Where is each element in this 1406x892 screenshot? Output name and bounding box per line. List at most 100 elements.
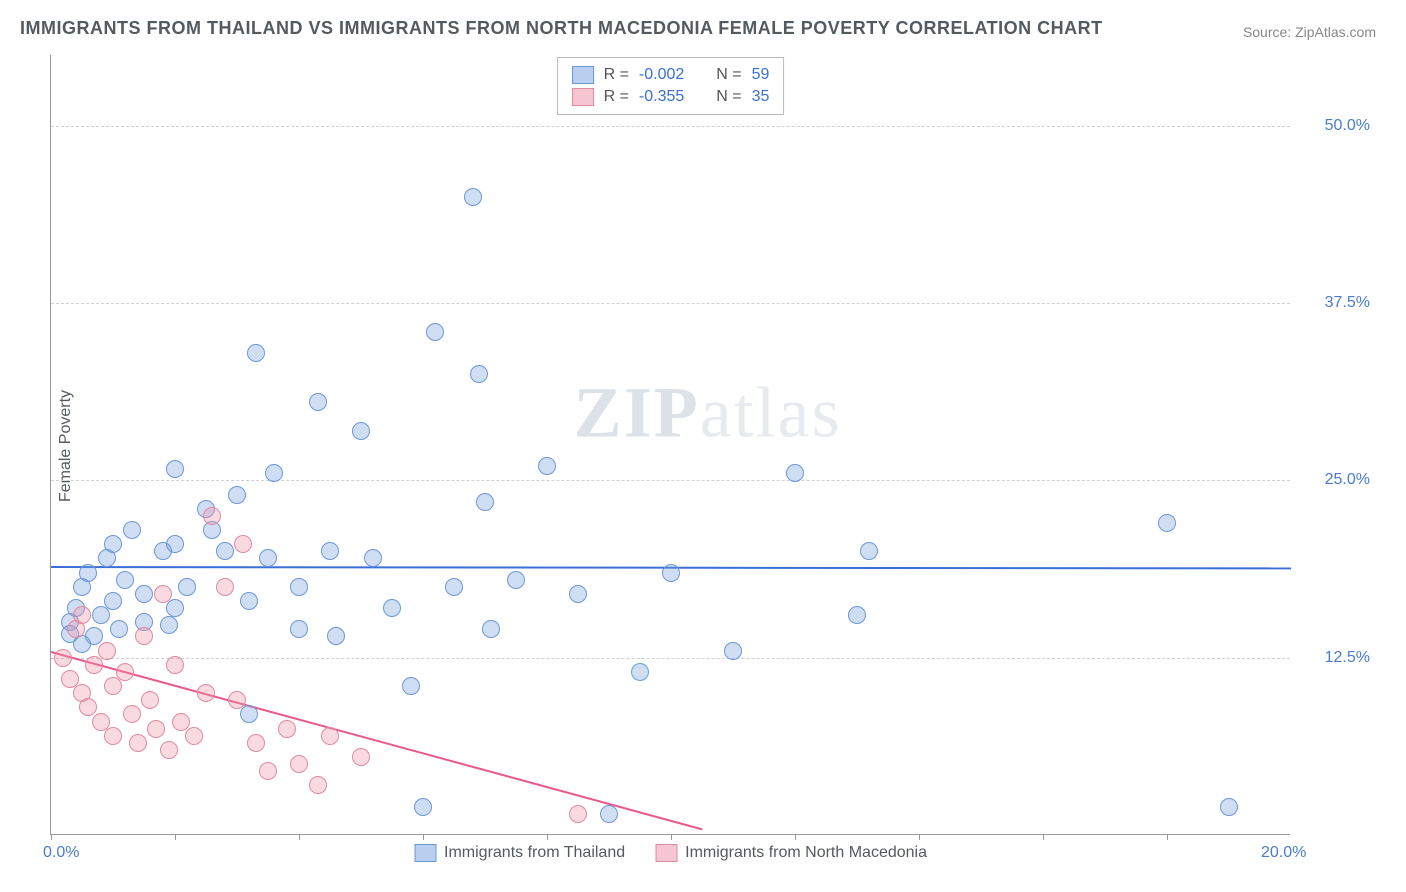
data-point bbox=[116, 663, 134, 681]
data-point bbox=[290, 755, 308, 773]
data-point bbox=[234, 535, 252, 553]
data-point bbox=[309, 393, 327, 411]
data-point bbox=[860, 542, 878, 560]
data-point bbox=[129, 734, 147, 752]
data-point bbox=[1220, 798, 1238, 816]
watermark-light: atlas bbox=[700, 373, 842, 453]
y-tick-label: 25.0% bbox=[1300, 471, 1370, 489]
y-tick-label: 50.0% bbox=[1300, 117, 1370, 135]
stats-row-series-2: R = -0.355 N = 35 bbox=[572, 86, 770, 108]
source-prefix: Source: bbox=[1243, 24, 1295, 40]
data-point bbox=[216, 578, 234, 596]
data-point bbox=[73, 606, 91, 624]
swatch-series-1-icon bbox=[572, 66, 594, 84]
x-tick bbox=[423, 834, 424, 840]
y-tick-label: 37.5% bbox=[1300, 294, 1370, 312]
data-point bbox=[414, 798, 432, 816]
data-point bbox=[278, 720, 296, 738]
data-point bbox=[321, 542, 339, 560]
data-point bbox=[185, 727, 203, 745]
x-tick bbox=[51, 834, 52, 840]
data-point bbox=[662, 564, 680, 582]
data-point bbox=[470, 365, 488, 383]
data-point bbox=[327, 627, 345, 645]
data-point bbox=[79, 564, 97, 582]
data-point bbox=[464, 188, 482, 206]
swatch-series-2-icon bbox=[572, 88, 594, 106]
data-point bbox=[104, 535, 122, 553]
data-point bbox=[141, 691, 159, 709]
data-point bbox=[104, 727, 122, 745]
data-point bbox=[160, 741, 178, 759]
data-point bbox=[203, 507, 221, 525]
data-point bbox=[216, 542, 234, 560]
r-label: R = bbox=[604, 88, 629, 106]
legend-label-2: Immigrants from North Macedonia bbox=[685, 844, 927, 862]
data-point bbox=[104, 592, 122, 610]
data-point bbox=[569, 805, 587, 823]
data-point bbox=[352, 422, 370, 440]
trend-line bbox=[51, 651, 703, 830]
data-point bbox=[445, 578, 463, 596]
data-point bbox=[166, 656, 184, 674]
n-value-series-1: 59 bbox=[752, 66, 770, 84]
data-point bbox=[786, 464, 804, 482]
x-tick bbox=[795, 834, 796, 840]
data-point bbox=[290, 620, 308, 638]
data-point bbox=[290, 578, 308, 596]
watermark-bold: ZIP bbox=[574, 373, 700, 453]
n-label: N = bbox=[716, 88, 741, 106]
data-point bbox=[259, 762, 277, 780]
data-point bbox=[178, 578, 196, 596]
data-point bbox=[600, 805, 618, 823]
data-point bbox=[476, 493, 494, 511]
data-point bbox=[166, 460, 184, 478]
x-tick-label: 20.0% bbox=[1261, 844, 1306, 862]
data-point bbox=[135, 585, 153, 603]
data-point bbox=[147, 720, 165, 738]
data-point bbox=[240, 592, 258, 610]
x-tick bbox=[919, 834, 920, 840]
gridline bbox=[51, 658, 1290, 659]
data-point bbox=[166, 599, 184, 617]
x-tick bbox=[1167, 834, 1168, 840]
data-point bbox=[507, 571, 525, 589]
data-point bbox=[247, 734, 265, 752]
gridline bbox=[51, 303, 1290, 304]
data-point bbox=[724, 642, 742, 660]
correlation-stats-box: R = -0.002 N = 59 R = -0.355 N = 35 bbox=[557, 57, 785, 115]
legend: Immigrants from Thailand Immigrants from… bbox=[414, 844, 927, 862]
data-point bbox=[104, 677, 122, 695]
data-point bbox=[123, 705, 141, 723]
data-point bbox=[848, 606, 866, 624]
x-tick bbox=[299, 834, 300, 840]
data-point bbox=[1158, 514, 1176, 532]
data-point bbox=[352, 748, 370, 766]
data-point bbox=[402, 677, 420, 695]
data-point bbox=[160, 616, 178, 634]
y-tick-label: 12.5% bbox=[1300, 649, 1370, 667]
legend-label-1: Immigrants from Thailand bbox=[444, 844, 625, 862]
data-point bbox=[85, 656, 103, 674]
data-point bbox=[259, 549, 277, 567]
source-link[interactable]: ZipAtlas.com bbox=[1295, 24, 1376, 40]
data-point bbox=[309, 776, 327, 794]
data-point bbox=[364, 549, 382, 567]
data-point bbox=[631, 663, 649, 681]
x-tick-label: 0.0% bbox=[43, 844, 79, 862]
data-point bbox=[265, 464, 283, 482]
x-tick bbox=[547, 834, 548, 840]
r-value-series-1: -0.002 bbox=[639, 66, 684, 84]
data-point bbox=[538, 457, 556, 475]
data-point bbox=[247, 344, 265, 362]
legend-item-series-1: Immigrants from Thailand bbox=[414, 844, 625, 862]
data-point bbox=[110, 620, 128, 638]
n-label: N = bbox=[716, 66, 741, 84]
watermark: ZIPatlas bbox=[574, 372, 842, 455]
r-label: R = bbox=[604, 66, 629, 84]
data-point bbox=[228, 486, 246, 504]
data-point bbox=[116, 571, 134, 589]
legend-item-series-2: Immigrants from North Macedonia bbox=[655, 844, 927, 862]
data-point bbox=[154, 585, 172, 603]
gridline bbox=[51, 126, 1290, 127]
